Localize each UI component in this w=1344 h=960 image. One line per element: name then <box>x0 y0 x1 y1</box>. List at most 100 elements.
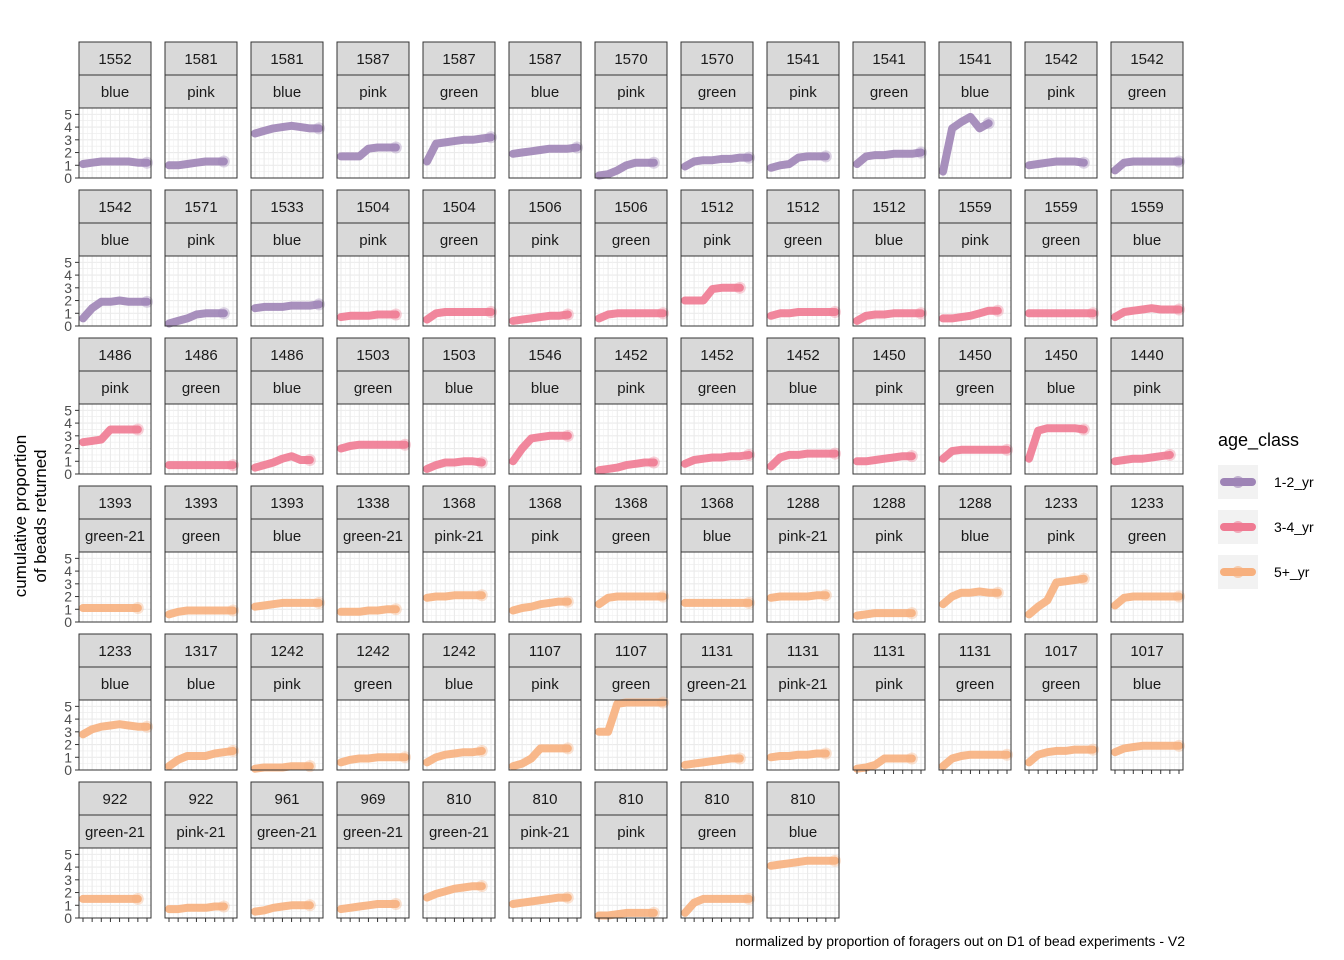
end-point <box>303 454 316 466</box>
strip-id-background <box>78 189 152 224</box>
strip-color-label: blue <box>875 232 903 249</box>
panel-border <box>594 403 668 475</box>
panel-border <box>164 699 238 771</box>
series-line <box>165 157 228 170</box>
y-tick-label: 3 <box>64 428 72 444</box>
strip-id-label: 1552 <box>98 51 131 68</box>
y-tick-label: 0 <box>64 614 72 630</box>
end-point <box>1077 423 1090 436</box>
facet-panel: 1512 pink <box>680 189 754 327</box>
strip-id-background <box>78 41 152 76</box>
series-line <box>251 300 323 313</box>
facet-panel: 1288 pink-21 <box>766 485 840 623</box>
facet-panel: 1506 pink <box>508 189 582 327</box>
strip-color-background <box>78 222 152 257</box>
strip-color-label: pink <box>273 676 301 693</box>
strip-color-label: green <box>354 380 392 397</box>
panel-border <box>78 699 152 771</box>
facet-panel: 922 pink-21 <box>164 781 238 922</box>
strip-color-background <box>422 370 496 405</box>
end-point <box>743 892 755 905</box>
series-line <box>1025 424 1088 463</box>
legend-entry-label: 3-4_yr <box>1274 519 1314 535</box>
series-line <box>509 431 572 466</box>
strip-id-background <box>336 189 410 224</box>
strip-id-background <box>852 41 926 76</box>
strip-id-label: 1542 <box>1044 51 1077 68</box>
end-point <box>733 281 746 294</box>
series-line <box>853 609 916 620</box>
end-point <box>819 747 832 760</box>
strip-color-background <box>766 222 840 257</box>
end-point <box>657 590 669 603</box>
strip-id-label: 1368 <box>528 495 561 512</box>
y-tick-label: 5 <box>64 106 72 122</box>
series-line <box>595 458 658 475</box>
strip-color-label: pink <box>703 232 731 249</box>
y-tick-label: 1 <box>64 305 72 321</box>
series-line <box>337 605 400 616</box>
y-axis-label-line1: cumulative proportion <box>11 435 30 598</box>
strip-id-label: 1288 <box>872 495 905 512</box>
strip-color-background <box>852 74 926 109</box>
panel-border <box>852 699 926 771</box>
series-line <box>767 856 839 870</box>
strip-color-label: pink-21 <box>176 824 225 841</box>
strip-id-background <box>164 485 238 520</box>
series-line <box>1111 157 1183 175</box>
y-tick-label: 4 <box>64 119 72 135</box>
strip-color-background <box>1024 74 1098 109</box>
end-point <box>647 906 660 919</box>
panel-border <box>1110 403 1184 475</box>
end-point <box>217 900 230 913</box>
y-tick-label: 5 <box>64 846 72 862</box>
panel-border <box>336 255 410 327</box>
y-tick-label: 1 <box>64 453 72 469</box>
strip-color-label: green <box>784 232 822 249</box>
facet-panel: 1570 green <box>680 41 755 179</box>
facet-panel: 1581 pink <box>164 41 238 179</box>
series-line <box>79 425 142 447</box>
strip-id-label: 922 <box>102 791 127 808</box>
end-point <box>141 156 153 169</box>
end-point <box>1173 739 1185 752</box>
facet-panel: 1242 blue <box>422 633 496 771</box>
end-point <box>647 456 660 469</box>
strip-id-label: 1107 <box>615 643 647 660</box>
series-line <box>251 762 314 773</box>
facet-panel: 1368 blue <box>680 485 755 623</box>
strip-color-label: pink-21 <box>778 676 827 693</box>
strip-color-background <box>422 74 496 109</box>
strip-id-label: 961 <box>274 791 299 808</box>
series-line <box>1111 304 1183 322</box>
strip-id-label: 1452 <box>700 347 733 364</box>
strip-id-label: 1107 <box>529 643 561 660</box>
strip-id-background <box>938 189 1012 224</box>
strip-color-background <box>680 370 754 405</box>
strip-color-background <box>1024 370 1098 405</box>
strip-color-label: pink <box>187 84 215 101</box>
end-point <box>1077 572 1090 585</box>
end-point <box>1173 303 1185 316</box>
y-axis-label-line2: of beads returned <box>31 449 50 582</box>
strip-id-background <box>164 633 238 668</box>
strip-id-label: 1450 <box>872 347 905 364</box>
panel-border <box>852 255 926 327</box>
strip-id-background <box>508 41 582 76</box>
y-tick-label: 2 <box>64 145 72 161</box>
strip-color-label: blue <box>1133 676 1161 693</box>
strip-color-label: pink <box>187 232 215 249</box>
facet-panel: 810 pink <box>594 781 668 922</box>
end-point <box>131 423 144 436</box>
strip-color-background <box>164 518 238 553</box>
series-line <box>853 148 925 168</box>
strip-color-label: blue <box>273 528 301 545</box>
panel-border <box>1024 255 1098 327</box>
strip-id-background <box>422 485 496 520</box>
panel-border <box>508 107 582 179</box>
end-point <box>561 308 574 321</box>
strip-color-background <box>594 666 668 701</box>
